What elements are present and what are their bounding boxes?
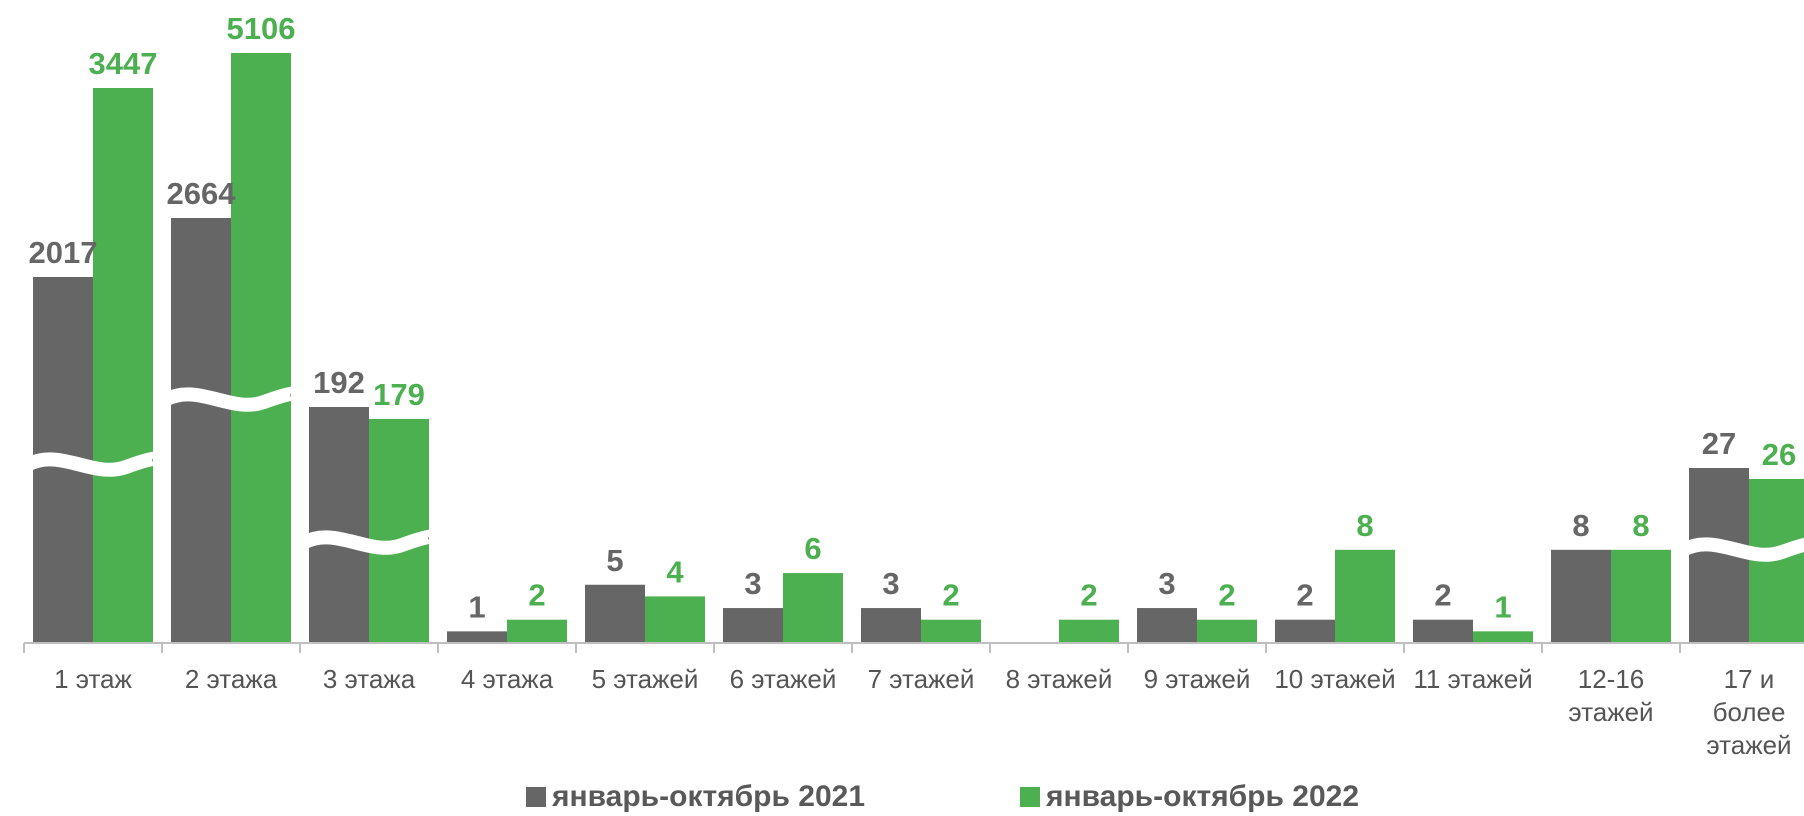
- bar-2022: [231, 53, 291, 643]
- bar-2021: [861, 608, 921, 643]
- axis-break-wave: [299, 529, 442, 555]
- bar-2021: [447, 631, 507, 643]
- bar-2021: [1413, 619, 1473, 643]
- bar-2022: [1335, 549, 1395, 643]
- bar-2022: [1611, 549, 1671, 643]
- legend-swatch-2021: [526, 787, 546, 807]
- category-label: 8 этажей: [1006, 664, 1113, 694]
- data-label-2022: 3447: [89, 46, 158, 81]
- legend: январь-октябрь 2021 январь-октябрь 2022: [0, 780, 1804, 816]
- category-label: 3 этажа: [323, 664, 416, 694]
- bar-2022: [921, 619, 981, 643]
- data-label-2021: 8: [1572, 508, 1589, 543]
- x-axis: [23, 642, 1804, 653]
- bar-2022: [1059, 619, 1119, 643]
- category-label: 4 этажа: [461, 664, 554, 694]
- category-label: 17 и: [1724, 664, 1775, 694]
- bar-2022: [369, 419, 429, 643]
- data-label-2021: 2: [1296, 578, 1313, 613]
- category-label: 9 этажей: [1144, 664, 1251, 694]
- data-label-2021: 1: [468, 589, 485, 624]
- axis-breaks: [23, 386, 1804, 562]
- axis-break-wave: [23, 451, 166, 477]
- axis-break-wave: [161, 386, 304, 412]
- category-label: 6 этажей: [730, 664, 837, 694]
- bar-2022: [1197, 619, 1257, 643]
- data-label-2022: 8: [1356, 508, 1373, 543]
- category-label: 2 этажа: [185, 664, 278, 694]
- category-label: этажей: [1706, 730, 1791, 760]
- category-label: 12-16: [1578, 664, 1645, 694]
- legend-swatch-2022: [1020, 787, 1040, 807]
- category-labels: 1 этаж 2 этажа 3 этажа 4 этажа 5 этажей 6 эта…: [54, 664, 1792, 760]
- data-label-2022: 5106: [227, 11, 296, 46]
- legend-item-2022: январь-октябрь 2022: [1020, 780, 1359, 814]
- legend-label-2021: январь-октябрь 2021: [552, 780, 866, 813]
- bars-layer: [33, 53, 1804, 643]
- data-label-2021: 192: [313, 365, 365, 400]
- axis-break-wave: [1679, 537, 1804, 562]
- category-label: более: [1713, 697, 1786, 727]
- bar-2021: [585, 584, 645, 643]
- category-label: 11 этажей: [1413, 664, 1532, 694]
- bar-2022: [93, 88, 153, 643]
- data-label-2021: 5: [606, 543, 623, 578]
- bar-2021: [171, 218, 231, 643]
- data-label-2022: 179: [373, 377, 425, 412]
- bar-2022: [783, 573, 843, 643]
- data-label-2022: 2: [1218, 578, 1235, 613]
- data-label-2022: 8: [1632, 508, 1649, 543]
- data-labels: 2017 3447 2664 5106 192 179 1 2 5 4 3 6 3 2 2 3 2 2 8 2 1 8 8 2…: [29, 11, 1797, 624]
- data-label-2021: 3: [744, 566, 761, 601]
- category-label: 10 этажей: [1274, 664, 1395, 694]
- data-label-2022: 2: [1080, 578, 1097, 613]
- bar-2022: [1473, 631, 1533, 643]
- category-label: 5 этажей: [592, 664, 699, 694]
- category-label: этажей: [1568, 697, 1653, 727]
- data-label-2021: 2664: [167, 176, 237, 211]
- bar-chart: 2017 3447 2664 5106 192 179 1 2 5 4 3 6 3 2 2 3 2 2 8 2 1 8 8 2…: [23, 11, 1804, 760]
- bar-2021: [723, 608, 783, 643]
- data-label-2022: 1: [1494, 589, 1511, 624]
- data-label-2021: 2: [1434, 578, 1451, 613]
- category-label: 7 этажей: [868, 664, 975, 694]
- data-label-2022: 26: [1762, 437, 1796, 472]
- data-label-2022: 4: [666, 554, 684, 589]
- bar-2022: [645, 596, 705, 643]
- bar-2021: [309, 407, 369, 643]
- data-label-2021: 3: [1158, 566, 1175, 601]
- data-label-2021: 2017: [29, 235, 98, 270]
- bar-2021: [1275, 619, 1335, 643]
- category-label: 1 этаж: [54, 664, 132, 694]
- bar-2021: [1137, 608, 1197, 643]
- data-label-2022: 2: [528, 578, 545, 613]
- data-label-2021: 3: [882, 566, 899, 601]
- data-label-2022: 6: [804, 531, 821, 566]
- data-label-2021: 27: [1702, 426, 1736, 461]
- legend-label-2022: январь-октябрь 2022: [1046, 780, 1360, 813]
- legend-item-2021: январь-октябрь 2021: [526, 780, 865, 814]
- data-label-2022: 2: [942, 578, 959, 613]
- bar-2021: [1551, 549, 1611, 643]
- bar-2022: [507, 619, 567, 643]
